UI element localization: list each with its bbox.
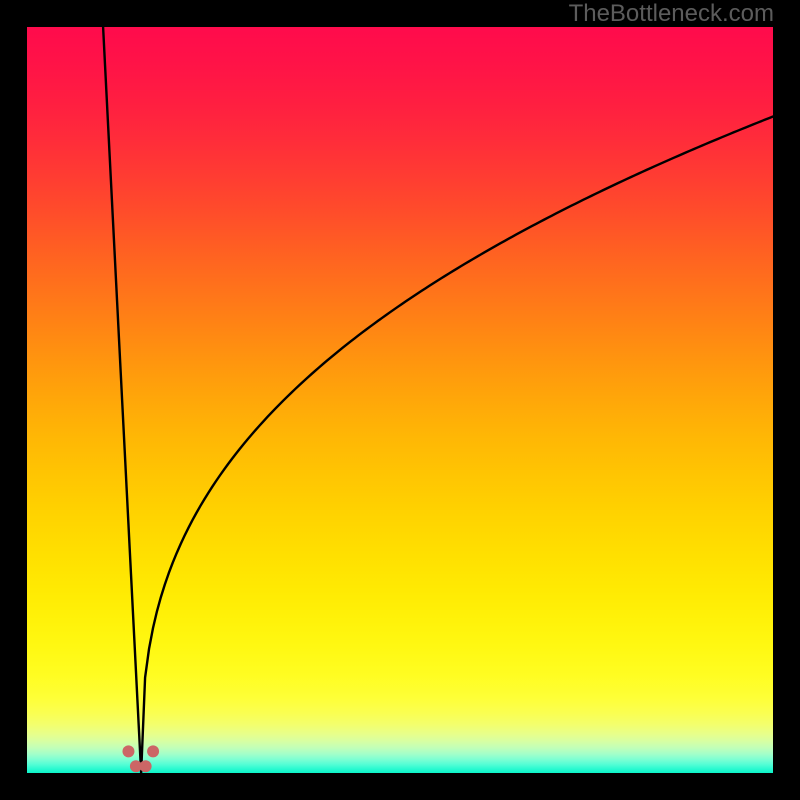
plot-gradient-background [27,27,773,773]
watermark-text: TheBottleneck.com [569,0,774,28]
chart-frame: TheBottleneck.com [0,0,800,800]
minimum-marker [140,760,152,772]
minimum-marker [122,745,134,757]
minimum-marker [147,745,159,757]
bottleneck-chart [0,0,800,800]
